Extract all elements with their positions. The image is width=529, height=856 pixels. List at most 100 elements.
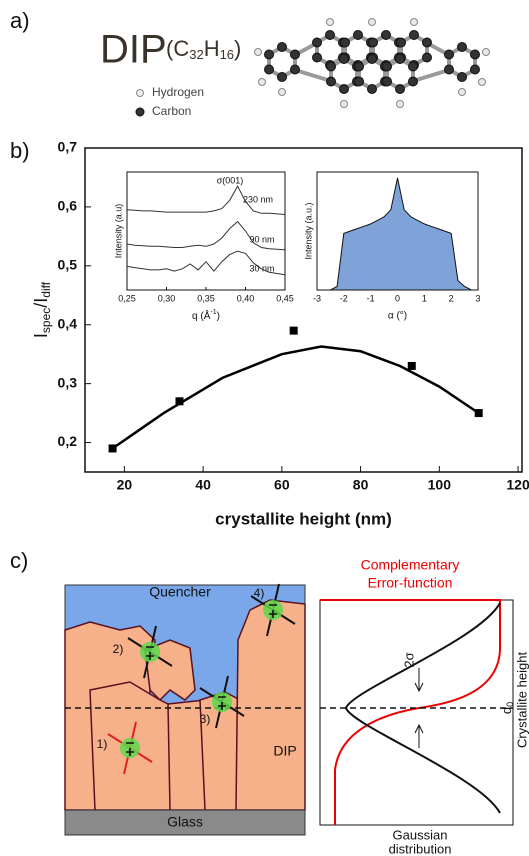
hydrogen-atom	[459, 89, 466, 96]
x-tick-label: 80	[353, 477, 369, 493]
height-label: Crystallite height	[514, 652, 529, 748]
legend-label: Carbon	[152, 104, 191, 118]
x-label-part: q (Å	[192, 309, 211, 322]
carbon-atom	[458, 73, 467, 82]
carbon-atom	[327, 77, 336, 86]
y-tick-label: 0,5	[58, 257, 78, 273]
annotation: 90 nm	[249, 234, 274, 244]
y-label-part: diff	[39, 281, 53, 297]
site-label: 2)	[113, 642, 124, 656]
grain	[236, 600, 305, 810]
hydrogen-atom	[341, 101, 348, 108]
hydrogen-atom	[483, 49, 490, 56]
y-label-part: /I	[31, 298, 51, 308]
formula: (C32H16)	[166, 36, 241, 63]
carbon-atom	[445, 50, 454, 59]
carbon-atom	[368, 85, 377, 94]
x-tick-label: 0,30	[158, 293, 176, 303]
x-axis-label: crystallite height (nm)	[215, 509, 392, 528]
site-label: 1)	[97, 737, 108, 751]
carbon-atom	[445, 65, 454, 74]
carbon-atom	[326, 31, 335, 40]
y-axis-label: Intensity (a.u.)	[303, 202, 313, 259]
x-tick-label: 2	[449, 293, 454, 303]
y-label-part: spec	[39, 308, 53, 333]
charts: 204060801001200,20,30,40,50,60,7crystall…	[31, 139, 529, 529]
legend-label: Hydrogen	[152, 85, 204, 99]
panel-label: a)	[10, 8, 30, 33]
carbon-atom	[470, 50, 479, 59]
carbon-atom	[458, 43, 467, 52]
y-tick-label: 0,4	[58, 315, 78, 331]
glass-label: Glass	[167, 814, 203, 830]
erf-curve	[320, 600, 500, 825]
carbon-atom	[290, 65, 299, 74]
erf-label: Complementary	[361, 557, 460, 573]
carbon-atom	[382, 31, 391, 40]
carbon-atom	[278, 43, 287, 52]
hydrogen-atom	[397, 101, 404, 108]
x-tick-label: 60	[274, 477, 290, 493]
hydrogen-atom	[327, 19, 334, 26]
carbon-atom	[327, 62, 336, 71]
point	[408, 362, 416, 370]
annotation: 230 nm	[243, 194, 273, 204]
carbon-atom	[355, 77, 364, 86]
carbon-atom	[290, 50, 299, 59]
x-axis-label: q (Å-1)	[192, 309, 220, 322]
formula-part: )	[234, 36, 241, 61]
y-tick-label: 0,3	[58, 374, 78, 390]
d-label: d0	[499, 702, 515, 714]
profile-diagram: 2σ d0 Crystallite height Complementary E…	[320, 557, 529, 856]
y-tick-label: 0,6	[58, 198, 78, 214]
carbon-atom	[341, 38, 350, 47]
film-diagram: Quencher DIP Glass 1) 2) 3) 4)	[65, 584, 305, 835]
x-tick-label: -2	[340, 293, 348, 303]
hydrogen-atom	[411, 19, 418, 26]
carbon-atom	[397, 38, 406, 47]
carbon-atom	[396, 85, 405, 94]
y-tick-label: 0,2	[58, 433, 78, 449]
site-label: 3)	[200, 712, 211, 726]
carbon-atom	[470, 65, 479, 74]
carbon-atom	[368, 55, 377, 64]
carbon-atom	[313, 38, 322, 47]
site-label: 4)	[254, 586, 265, 600]
hydrogen-atom	[369, 19, 376, 26]
carbon-atom	[265, 50, 274, 59]
y-tick-label: 0,7	[58, 139, 78, 155]
x-tick-label: 0,40	[237, 293, 255, 303]
hydrogen-atom	[259, 79, 266, 86]
carbon-atom	[340, 85, 349, 94]
carbon-atom	[313, 53, 322, 62]
carbon-atom	[383, 77, 392, 86]
carbon-atom	[410, 31, 419, 40]
carbon-atom	[265, 65, 274, 74]
gauss-label: Gaussian	[393, 827, 448, 842]
dip-label: DIP	[273, 743, 296, 759]
x-tick-label: 1	[422, 293, 427, 303]
carbon-icon	[136, 108, 144, 116]
erf-label: Error-function	[368, 575, 453, 591]
hydrogen-icon	[137, 90, 144, 97]
figure: a) DIP (C32H16) Hydrogen Carbon b) 20406…	[0, 0, 529, 856]
quencher-label: Quencher	[149, 584, 211, 600]
x-tick-label: 0	[395, 293, 400, 303]
formula-part: (C	[166, 36, 189, 61]
molecule	[255, 19, 490, 108]
formula-part: 32	[189, 47, 203, 62]
hydrogen-atom	[279, 89, 286, 96]
x-tick-label: 0,45	[276, 293, 294, 303]
x-label-part: )	[217, 311, 220, 322]
x-axis-label: α (°)	[388, 311, 407, 322]
x-tick-label: -3	[313, 293, 321, 303]
carbon-atom	[340, 55, 349, 64]
carbon-atom	[369, 38, 378, 47]
gauss-label: distribution	[389, 841, 452, 856]
d-part: d	[499, 707, 514, 714]
formula-part: 16	[220, 47, 234, 62]
x-tick-label: -1	[367, 293, 375, 303]
x-tick-label: 20	[117, 477, 133, 493]
carbon-atom	[408, 62, 417, 71]
carbon-atom	[396, 55, 405, 64]
